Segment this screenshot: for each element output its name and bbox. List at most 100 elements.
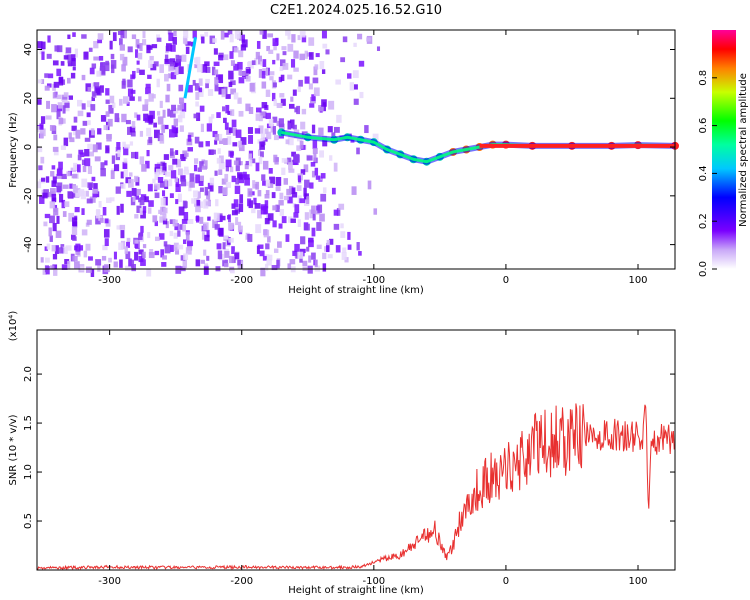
spectrogram-cell	[66, 153, 73, 158]
spectrogram-cell	[308, 52, 314, 60]
spectrogram-cell	[188, 132, 194, 138]
spectrogram-cell	[61, 94, 68, 102]
spectrogram-cell	[139, 43, 143, 52]
spectrogram-cell	[302, 260, 308, 267]
spectrogram-cell	[366, 37, 372, 42]
spectrogram-cell	[306, 246, 310, 252]
spectrogram-cell	[154, 172, 160, 181]
spectrogram-cell	[106, 197, 112, 204]
spectrogram-cell	[216, 157, 221, 164]
spectrogram-cell	[178, 66, 184, 75]
spectrogram-cell	[58, 76, 64, 86]
snr-plot-area	[37, 330, 675, 570]
spectrogram-cell	[175, 178, 180, 188]
spectrogram-cell	[291, 192, 298, 198]
spectrogram-cell	[54, 245, 59, 254]
spectrogram-cell	[300, 121, 306, 130]
spectrogram-cell	[283, 195, 289, 201]
spectrogram-cell	[157, 177, 164, 183]
spectrogram-cell	[347, 73, 352, 79]
spectrogram-cell	[181, 218, 188, 224]
spectrogram-cell	[216, 215, 223, 222]
spectrogram-cell	[119, 44, 125, 51]
snr-y-multiplier-label: (x10⁴)	[8, 311, 19, 342]
spectrogram-cell	[53, 268, 58, 276]
spectrogram-cell	[153, 183, 160, 190]
spectrogram-cell	[294, 204, 300, 214]
spectrogram-cell	[222, 106, 226, 112]
spectrogram-cell	[156, 37, 162, 42]
spectrogram-cell	[56, 94, 62, 100]
spectrogram-cell	[130, 131, 136, 137]
spectrogram-cell	[174, 66, 179, 76]
spectrogram-cell	[95, 191, 100, 198]
spectrogram-cell	[104, 62, 110, 72]
spectrogram-cell	[218, 161, 225, 170]
spectrogram-cell	[214, 139, 218, 145]
spectrogram-y-tick-label: -40	[23, 236, 34, 252]
spectrogram-cell	[132, 196, 136, 202]
spectrogram-cell	[314, 167, 319, 176]
spectrogram-cell	[63, 55, 69, 60]
spectrogram-cell	[89, 151, 94, 157]
spectrogram-cell	[180, 255, 186, 261]
spectrogram-cell	[227, 110, 232, 115]
spectrogram-cell	[142, 39, 147, 46]
spectrogram-cell	[235, 165, 240, 172]
spectrogram-cell	[268, 168, 273, 174]
spectrogram-cell	[161, 262, 167, 267]
spectrogram-cell	[138, 96, 142, 102]
spectrogram-cell	[322, 187, 327, 193]
spectrogram-cell	[95, 209, 101, 219]
spectrogram-cell	[274, 156, 279, 165]
spectrogram-cell	[216, 112, 221, 118]
spectrogram-cell	[147, 74, 152, 79]
spectrogram-cell	[276, 120, 280, 126]
spectrogram-cell	[252, 180, 256, 189]
spectrogram-cell	[110, 53, 115, 60]
spectrogram-cell	[198, 78, 203, 86]
spectrogram-cell	[104, 160, 108, 166]
spectrogram-cell	[234, 30, 241, 39]
spectrogram-cell	[40, 41, 46, 50]
spectrogram-cell	[142, 104, 149, 112]
spectrogram-cell	[228, 255, 235, 264]
spectrogram-cell	[288, 216, 293, 223]
spectrogram-cell	[81, 159, 86, 166]
spectrogram-cell	[194, 83, 200, 91]
spectrogram-cell	[83, 250, 88, 258]
spectrogram-cell	[266, 45, 271, 52]
spectrogram-cell	[135, 49, 139, 58]
spectrogram-cell	[161, 124, 166, 133]
spectrogram-cell	[245, 160, 249, 166]
spectrogram-cell	[177, 193, 182, 203]
spectrogram-cell	[118, 98, 123, 106]
spectrogram-cell	[153, 129, 160, 139]
spectrogram-cell	[104, 238, 109, 246]
spectrogram-cell	[208, 116, 213, 124]
spectrogram-cell	[336, 114, 342, 123]
spectrogram-cell	[94, 86, 101, 95]
spectrogram-cell	[224, 32, 229, 38]
spectrogram-cell	[258, 156, 263, 165]
spectrogram-cell	[40, 156, 45, 164]
spectrogram-cell	[217, 133, 223, 141]
spectrogram-cell	[46, 83, 52, 88]
spectrogram-cell	[248, 153, 253, 160]
spectrogram-cell	[58, 161, 63, 170]
spectrogram-cell	[49, 188, 56, 196]
spectrogram-cell	[98, 55, 104, 61]
spectrogram-cell	[251, 60, 256, 66]
spectrogram-cell	[225, 182, 232, 188]
spectrogram-cell	[52, 60, 59, 66]
spectrogram-cell	[150, 63, 157, 71]
spectrogram-cell	[187, 240, 194, 247]
spectrogram-cell	[278, 118, 284, 127]
spectrogram-cell	[91, 129, 95, 136]
spectrogram-cell	[235, 177, 240, 185]
spectrogram-cell	[326, 245, 330, 253]
spectrogram-cell	[164, 58, 170, 65]
spectrogram-cell	[288, 103, 295, 109]
spectrogram-cell	[47, 73, 54, 79]
spectrogram-cell	[68, 212, 74, 222]
